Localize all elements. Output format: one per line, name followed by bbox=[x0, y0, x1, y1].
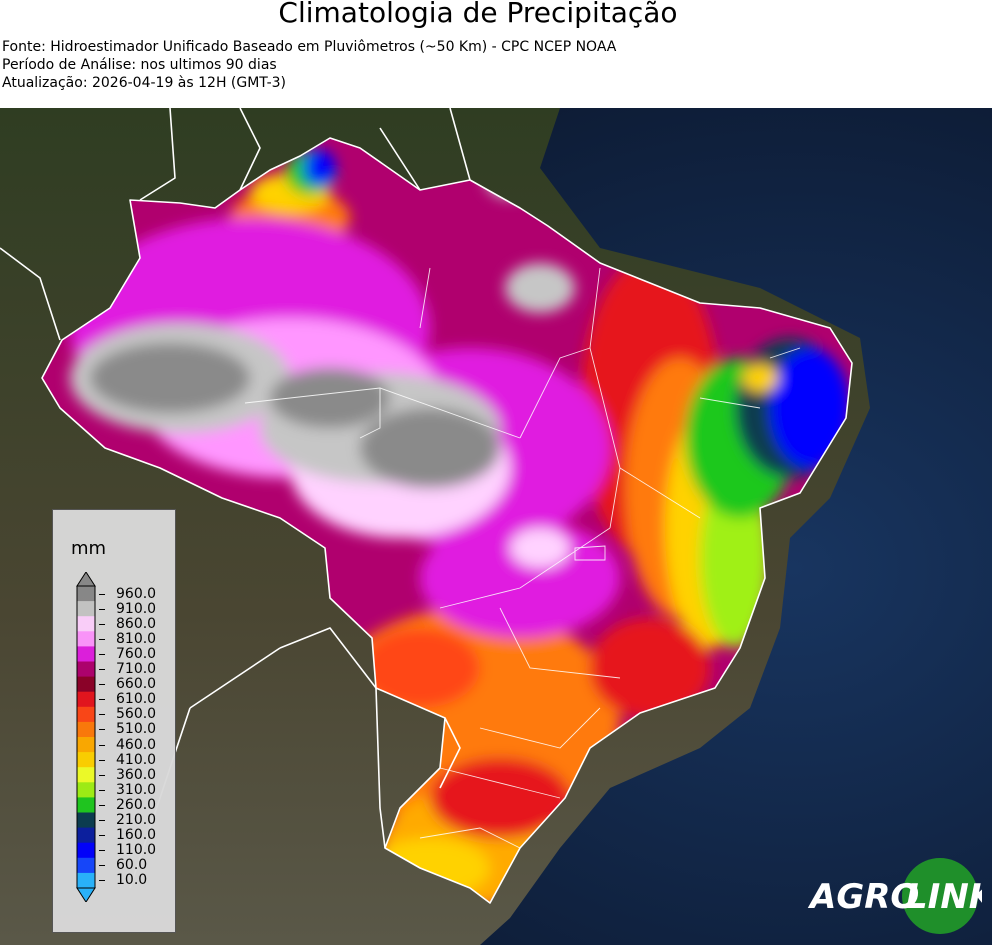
legend-tick-mark bbox=[99, 835, 105, 837]
legend-tick-label: 760.0 bbox=[116, 645, 157, 662]
colorbar-top-arrow bbox=[76, 572, 96, 587]
map-title: Climatologia de Precipitação bbox=[278, 0, 678, 29]
legend-tick-mark bbox=[99, 623, 105, 625]
agrolink-logo: AGRO LINK bbox=[807, 858, 982, 934]
state-borders bbox=[244, 267, 801, 849]
legend-tick-label: 110.0 bbox=[116, 842, 157, 859]
colorbar-swatch bbox=[77, 601, 95, 617]
legend-tick-label: 810.0 bbox=[116, 630, 157, 647]
colorbar-frame bbox=[76, 585, 96, 889]
updated-text: Atualização: 2026-04-19 às 12H (GMT-3) bbox=[2, 75, 286, 91]
legend-tick-mark bbox=[99, 684, 105, 686]
legend-tick-label: 10.0 bbox=[116, 872, 148, 889]
source-text: Fonte: Hidroestimador Unificado Baseado … bbox=[2, 39, 617, 55]
legend-tick-label: 560.0 bbox=[116, 706, 157, 723]
legend-tick-mark bbox=[99, 850, 105, 852]
legend-tick-mark bbox=[99, 608, 105, 610]
colorbar-swatch bbox=[77, 872, 95, 889]
colorbar-swatch bbox=[77, 857, 95, 874]
logo-green-circle bbox=[902, 858, 978, 934]
colorbar-swatch bbox=[77, 842, 95, 859]
legend-tick-mark bbox=[99, 789, 105, 791]
legend-tick-label: 460.0 bbox=[116, 736, 157, 753]
colorbar-swatch bbox=[77, 706, 95, 723]
legend-tick-label: 60.0 bbox=[116, 857, 148, 874]
legend-tick-label: 710.0 bbox=[116, 661, 157, 678]
legend-tick-label: 610.0 bbox=[116, 691, 157, 708]
colorbar-swatch bbox=[77, 721, 95, 738]
logo-text-agro: AGRO bbox=[807, 877, 919, 917]
legend-tick-mark bbox=[99, 593, 105, 595]
colorbar-bottom-arrow bbox=[76, 887, 96, 902]
colorbar-swatch bbox=[77, 797, 95, 813]
legend-tick-mark bbox=[99, 653, 105, 655]
legend-tick-label: 310.0 bbox=[116, 781, 157, 798]
logo-text-link: LINK bbox=[906, 877, 982, 917]
legend-tick-label: 210.0 bbox=[116, 812, 157, 829]
borders bbox=[0, 108, 853, 904]
colorbar-swatch bbox=[77, 752, 95, 768]
colorbar-swatch bbox=[77, 646, 95, 662]
legend-tick-label: 510.0 bbox=[116, 721, 157, 738]
legend-tick-mark bbox=[99, 865, 105, 867]
colorbar-swatch bbox=[77, 737, 95, 753]
legend-tick-label: 960.0 bbox=[116, 585, 157, 602]
precipitation-map bbox=[0, 108, 992, 945]
colorbar-swatch bbox=[77, 586, 95, 602]
legend-tick-label: 910.0 bbox=[116, 600, 157, 617]
legend-panel: mm 960.0 910.0 860.0 810.0 760.0 710.0 660.0 61… bbox=[52, 509, 176, 933]
legend-tick-label: 260.0 bbox=[116, 796, 157, 813]
colorbar-swatch bbox=[77, 691, 95, 708]
legend-unit: mm bbox=[71, 538, 107, 559]
legend-tick-label: 160.0 bbox=[116, 827, 157, 844]
legend-tick-mark bbox=[99, 880, 105, 882]
colorbar-swatch bbox=[77, 661, 95, 678]
legend-tick-mark bbox=[99, 820, 105, 822]
colorbar bbox=[76, 572, 96, 902]
legend-tick-label: 410.0 bbox=[116, 751, 157, 768]
colorbar-swatch bbox=[77, 782, 95, 798]
legend-tick-mark bbox=[99, 774, 105, 776]
colorbar-swatch bbox=[77, 767, 95, 783]
legend-tick-mark bbox=[99, 729, 105, 731]
legend-tick-mark bbox=[99, 638, 105, 640]
legend-tick-mark bbox=[99, 669, 105, 671]
legend-tick-label: 360.0 bbox=[116, 766, 157, 783]
legend-tick-label: 660.0 bbox=[116, 676, 157, 693]
colorbar-swatch bbox=[77, 676, 95, 693]
legend-tick-mark bbox=[99, 714, 105, 716]
colorbar-swatch bbox=[77, 812, 95, 829]
period-text: Período de Análise: nos ultimos 90 dias bbox=[2, 57, 277, 73]
legend-tick-mark bbox=[99, 699, 105, 701]
colorbar-swatch bbox=[77, 631, 95, 647]
legend-tick-label: 860.0 bbox=[116, 615, 157, 632]
colorbar-swatch bbox=[77, 616, 95, 632]
legend-tick-mark bbox=[99, 744, 105, 746]
legend-tick-mark bbox=[99, 759, 105, 761]
colorbar-swatch bbox=[77, 827, 95, 844]
legend-tick-mark bbox=[99, 804, 105, 806]
